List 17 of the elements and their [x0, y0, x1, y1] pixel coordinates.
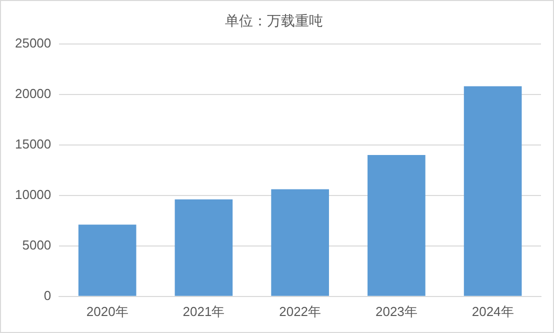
- x-tick-label: 2020年: [86, 304, 128, 319]
- x-tick-label: 2021年: [182, 304, 225, 319]
- bar: [271, 189, 329, 296]
- y-tick-label: 5000: [22, 237, 52, 252]
- x-tick-label: 2024年: [472, 304, 514, 319]
- bar: [464, 86, 522, 296]
- y-tick-label: 0: [44, 288, 52, 303]
- y-tick-label: 25000: [14, 35, 52, 50]
- y-tick-label: 20000: [14, 86, 52, 101]
- bar: [368, 154, 426, 296]
- bar: [78, 224, 136, 296]
- x-tick-label: 2023年: [375, 304, 418, 319]
- bar: [174, 199, 233, 296]
- chart-title: 单位：万载重吨: [225, 12, 323, 28]
- y-tick-label: 10000: [14, 186, 52, 202]
- y-tick-label: 15000: [14, 136, 52, 152]
- x-tick-label: 2022年: [279, 304, 322, 319]
